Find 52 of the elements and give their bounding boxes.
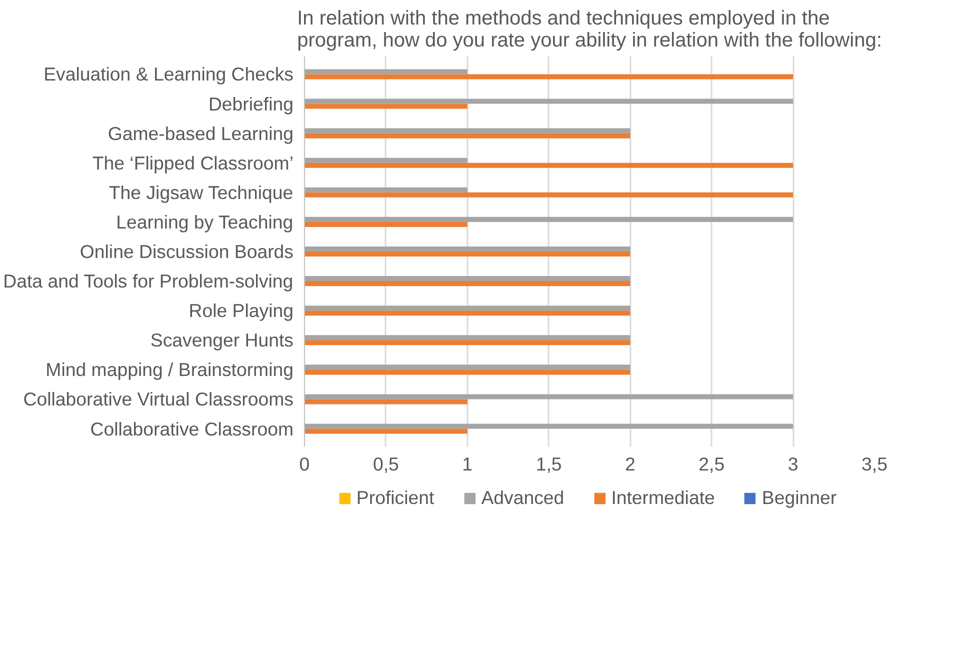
y-tick-label: Debriefing (208, 93, 294, 114)
bar (304, 428, 468, 434)
legend-label: Beginner (762, 487, 837, 509)
y-tick-label: The Jigsaw Technique (108, 182, 294, 203)
y-tick-label: Mind mapping / Brainstorming (46, 359, 294, 380)
bar (304, 98, 794, 104)
y-tick-label: Game-based Learning (108, 122, 294, 144)
bar (304, 246, 630, 252)
bar (304, 222, 468, 227)
bar (304, 364, 630, 370)
x-tick-label: 0,5 (372, 454, 399, 474)
bar (304, 192, 794, 198)
bar (304, 335, 630, 340)
bar (304, 394, 794, 400)
y-tick-label: Online Discussion Boards (80, 241, 294, 262)
legend-label: Intermediate (611, 487, 715, 509)
y-tick-label: Learning by Teaching (116, 211, 294, 232)
bar (304, 306, 630, 311)
bar (304, 310, 630, 316)
bar (304, 158, 468, 163)
bar (304, 74, 794, 80)
y-tick-label: Collaborative Classroom (90, 418, 294, 440)
bar (304, 69, 468, 74)
x-tick-label: 3 (788, 454, 798, 474)
x-tick-label: 0 (299, 454, 310, 474)
chart-title: In relation with the methods and techniques employed in the program, how do you rate your ability in relation with the following: (297, 8, 882, 52)
y-tick-label: Role Playing (188, 300, 294, 322)
y-tick-label: Data and Tools for Problem-solving (3, 270, 294, 292)
legend-label: Proficient (356, 487, 434, 509)
bar (304, 216, 794, 222)
bar (304, 252, 630, 257)
x-tick-label: 1,5 (536, 454, 562, 474)
bar (304, 370, 630, 375)
x-tick-label: 2,5 (698, 454, 725, 474)
bar (304, 281, 630, 286)
y-tick-label: Evaluation & Learning Checks (44, 64, 294, 85)
bar (304, 399, 468, 404)
bar (304, 424, 794, 429)
y-tick-label: Collaborative Virtual Classrooms (23, 388, 294, 410)
x-tick-label: 3,5 (862, 454, 888, 474)
bar (304, 276, 630, 282)
bar (304, 133, 630, 138)
x-tick-label: 1 (462, 454, 473, 474)
bar (304, 104, 468, 109)
bar (304, 128, 630, 134)
bar (304, 162, 794, 168)
legend-label: Advanced (481, 487, 564, 509)
bar (304, 340, 630, 346)
x-tick-label: 2 (625, 454, 636, 474)
y-tick-label: The ‘Flipped Classroom’ (92, 152, 294, 174)
y-tick-label: Scavenger Hunts (150, 330, 294, 351)
bar (304, 187, 468, 192)
